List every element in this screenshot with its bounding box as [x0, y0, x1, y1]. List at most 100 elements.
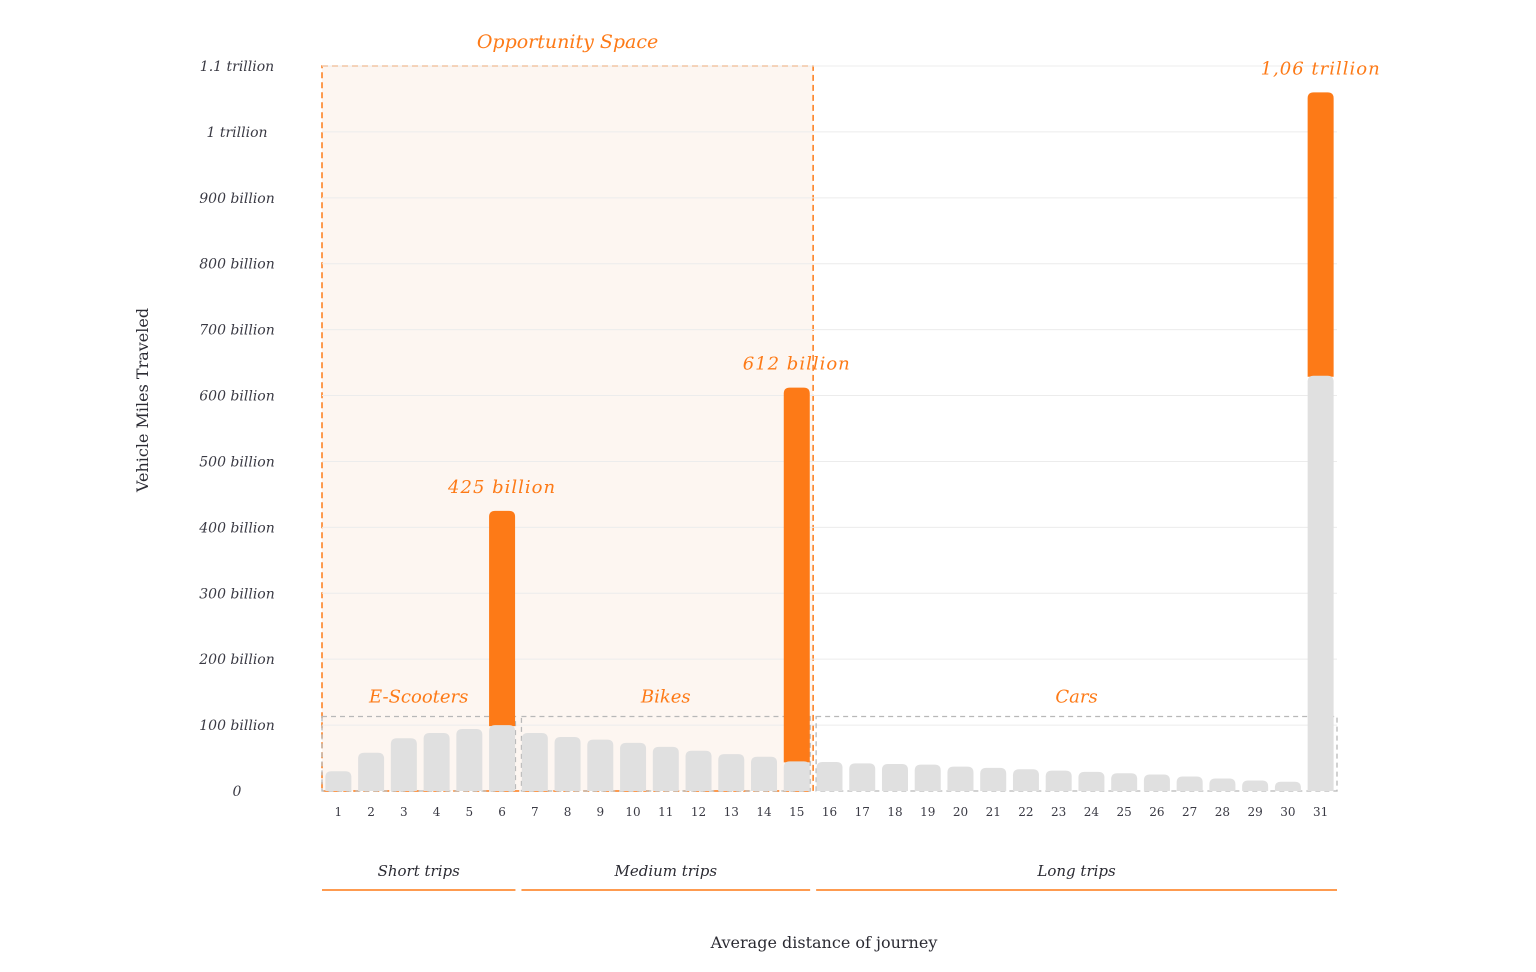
bar: [1176, 776, 1203, 791]
x-tick-label: 15: [789, 805, 804, 819]
trip-group-label: Long trips: [1036, 862, 1116, 880]
x-tick-label: 16: [822, 805, 837, 819]
vehicle-group-box: [815, 715, 1338, 792]
bar: [423, 733, 450, 791]
x-tick-label: 8: [564, 805, 572, 819]
bar-highlight-segment: [489, 510, 516, 727]
vehicle-group-boxes: E-Scooters Bikes Cars: [321, 687, 1338, 792]
bar-base-segment: [489, 725, 516, 791]
y-tick-label: 700 billion: [199, 323, 275, 339]
x-tick-label: 9: [596, 805, 604, 819]
x-tick-label: 2: [367, 805, 375, 819]
x-tick-label: 5: [466, 805, 474, 819]
trip-group-label: Medium trips: [613, 862, 717, 880]
vehicle-group-box: [321, 715, 517, 792]
bar: [1045, 770, 1072, 791]
bar-highlight-segment: [783, 387, 810, 763]
vehicle-group-label: E-Scooters: [368, 687, 468, 708]
x-tick-label: 30: [1280, 805, 1295, 819]
bar: [456, 729, 483, 791]
bar-value-label: 425 billion: [447, 477, 556, 498]
bar: [816, 762, 843, 791]
bar-value-label: 1,06 trillion: [1261, 58, 1381, 79]
bar: [718, 754, 745, 791]
x-tick-label: 19: [920, 805, 935, 819]
y-axis-title: Vehicle Miles Traveled: [133, 308, 152, 493]
x-tick-label: 3: [400, 805, 408, 819]
x-tick-label: 11: [658, 805, 673, 819]
x-tick-label: 4: [433, 805, 441, 819]
bar: [1111, 773, 1138, 791]
y-tick-label: 400 billion: [198, 520, 275, 536]
y-tick-label: 100 billion: [199, 718, 275, 734]
bar: [325, 771, 352, 791]
x-tick-label: 26: [1149, 805, 1164, 819]
x-tick-label: 21: [986, 805, 1001, 819]
bar: [685, 750, 712, 791]
bar: [1143, 774, 1170, 791]
bar: [620, 742, 647, 791]
bars: [325, 92, 1334, 791]
y-tick-label: 200 billion: [198, 652, 275, 668]
bar: [881, 763, 908, 791]
x-tick-label: 25: [1117, 805, 1132, 819]
x-tick-label: 23: [1051, 805, 1066, 819]
x-tick-label: 14: [756, 805, 772, 819]
bar: [1274, 781, 1301, 791]
x-tick-label: 7: [531, 805, 539, 819]
bar: [1209, 778, 1236, 791]
bar: [1078, 771, 1105, 791]
x-axis-ticks: 1 2 3 4 5 6 7 8 9 10 11 12 13 14 15 16 17 18 19 20 21 22 23 24 2…: [335, 805, 1329, 819]
bar: [652, 746, 679, 791]
bar: [947, 766, 974, 791]
opportunity-space-label: Opportunity Space: [477, 31, 658, 53]
bar: [390, 738, 417, 791]
x-tick-label: 28: [1215, 805, 1230, 819]
x-tick-label: 29: [1248, 805, 1263, 819]
x-tick-label: 12: [691, 805, 706, 819]
opportunity-space-layer: Opportunity Space: [321, 31, 814, 792]
y-tick-label: 900 billion: [199, 191, 275, 207]
bar: [980, 767, 1007, 791]
x-tick-label: 24: [1084, 805, 1100, 819]
bar: [587, 739, 614, 791]
y-tick-label: 600 billion: [199, 389, 275, 405]
bar: [751, 756, 778, 791]
x-tick-label: 22: [1018, 805, 1033, 819]
bar: [1012, 769, 1039, 791]
y-tick-label: 1.1 trillion: [200, 59, 274, 75]
x-tick-label: 18: [887, 805, 902, 819]
y-tick-label: 500 billion: [199, 454, 275, 470]
bar: [358, 752, 385, 791]
vehicle-group-label: Cars: [1055, 687, 1097, 708]
y-tick-label: 0: [233, 784, 242, 800]
x-tick-label: 1: [335, 805, 343, 819]
trip-group-label: Short trips: [378, 862, 461, 880]
trip-group-labels: Short trips Medium trips Long trips: [322, 862, 1337, 891]
y-axis-ticks: 0 100 billion 200 billion 300 billion 400 bi…: [198, 59, 275, 800]
bar: [849, 763, 876, 791]
y-tick-label: 300 billion: [199, 586, 275, 602]
bar-highlight-segment: [1307, 92, 1334, 377]
bar-base-segment: [1307, 375, 1334, 791]
vehicle-group-label: Bikes: [640, 687, 691, 708]
x-tick-label: 31: [1313, 805, 1328, 819]
bar: [914, 764, 941, 791]
x-tick-label: 13: [724, 805, 739, 819]
bar-value-label: 612 billion: [743, 354, 851, 375]
bar-value-labels: 425 billion 612 billion 1,06 trillion: [447, 58, 1381, 498]
bar: [521, 733, 548, 791]
x-tick-label: 6: [498, 805, 506, 819]
opportunity-space-region: [321, 65, 814, 792]
x-axis-title: Average distance of journey: [710, 933, 938, 952]
x-tick-label: 10: [625, 805, 640, 819]
bar: [554, 736, 581, 791]
x-tick-label: 27: [1182, 805, 1197, 819]
x-tick-label: 17: [855, 805, 870, 819]
y-tick-label: 800 billion: [199, 257, 275, 273]
bar: [1242, 780, 1269, 791]
y-tick-label: 1 trillion: [206, 125, 267, 141]
x-tick-label: 20: [953, 805, 968, 819]
